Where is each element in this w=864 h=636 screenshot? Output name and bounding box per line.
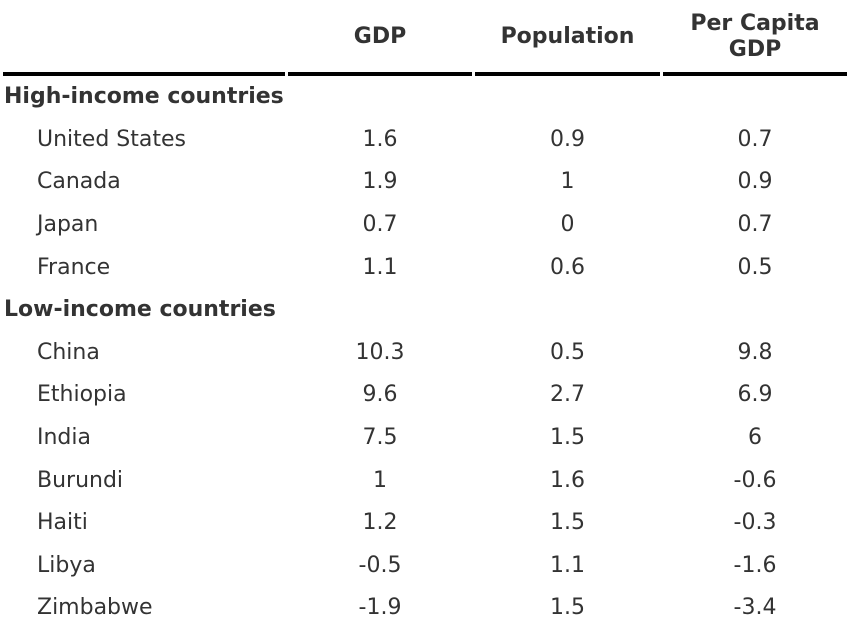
section-row: Low-income countries [3, 289, 847, 332]
value-cell: 0 [560, 211, 575, 237]
value-cell: 0.9 [550, 126, 585, 152]
value-cell: 0.5 [550, 339, 585, 365]
country-cell: United States [37, 126, 186, 152]
value-cell: 9.6 [362, 382, 398, 408]
table-body: High-income countries United States 1.6 0.9… [3, 76, 847, 630]
table-row: United States 1.6 0.9 0.7 [3, 119, 847, 162]
value-cell: 1.9 [362, 169, 398, 195]
value-cell: -0.5 [358, 552, 402, 578]
header-cell-population: Population [475, 2, 660, 76]
value-cell: 1.5 [550, 510, 585, 536]
value-cell: 1 [373, 467, 387, 493]
value-cell: 1.6 [362, 126, 398, 152]
value-cell: -0.6 [733, 467, 777, 493]
value-cell: 1.5 [550, 424, 585, 450]
country-cell: China [37, 339, 100, 365]
value-cell: 1.1 [362, 254, 398, 280]
table-row: Canada 1.9 1 0.9 [3, 161, 847, 204]
country-cell: Burundi [37, 467, 124, 493]
value-cell: 1.5 [550, 595, 585, 621]
value-cell: 1 [560, 169, 575, 195]
section-row: High-income countries [3, 76, 847, 119]
value-cell: 0.7 [737, 211, 773, 237]
value-cell: 1.2 [362, 510, 398, 536]
table-row: India 7.5 1.5 6 [3, 417, 847, 460]
country-cell: Haiti [37, 510, 88, 536]
value-cell: 0.7 [362, 211, 398, 237]
value-cell: -1.9 [358, 595, 402, 621]
value-cell: 7.5 [362, 424, 398, 450]
value-cell: 2.7 [550, 382, 585, 408]
value-cell: 9.8 [737, 339, 773, 365]
value-cell: 6.9 [737, 382, 773, 408]
country-cell: Japan [37, 211, 99, 237]
value-cell: 1.6 [550, 467, 585, 493]
header-row: GDP Population Per Capita GDP [3, 2, 847, 76]
value-cell: -3.4 [733, 595, 777, 621]
value-cell: -0.3 [733, 510, 777, 536]
value-cell: 0.6 [550, 254, 585, 280]
table-row: Burundi 1 1.6 -0.6 [3, 459, 847, 502]
table-row: France 1.1 0.6 0.5 [3, 246, 847, 289]
table-row: Haiti 1.2 1.5 -0.3 [3, 502, 847, 545]
table-row: Japan 0.7 0 0.7 [3, 204, 847, 247]
country-cell: Ethiopia [37, 382, 127, 408]
country-cell: India [37, 424, 91, 450]
country-cell: France [37, 254, 111, 280]
section-label: Low-income countries [4, 297, 276, 323]
value-cell: 0.9 [737, 169, 773, 195]
header-cell-gdp: GDP [288, 2, 472, 76]
header-cell-empty [3, 2, 285, 76]
header-cell-per-capita-gdp: Per Capita GDP [663, 2, 847, 76]
header-label-per-capita-gdp: Per Capita GDP [690, 11, 820, 62]
value-cell: 10.3 [355, 339, 405, 365]
value-cell: 0.5 [737, 254, 773, 280]
table-row: China 10.3 0.5 9.8 [3, 332, 847, 375]
value-cell: 0.7 [737, 126, 773, 152]
table-row: Zimbabwe -1.9 1.5 -3.4 [3, 587, 847, 630]
table-row: Libya -0.5 1.1 -1.6 [3, 545, 847, 588]
country-cell: Zimbabwe [37, 595, 153, 621]
section-label: High-income countries [4, 84, 284, 110]
growth-rates-table: GDP Population Per Capita GDP High-incom… [0, 2, 850, 630]
country-cell: Libya [37, 552, 96, 578]
table-row: Ethiopia 9.6 2.7 6.9 [3, 374, 847, 417]
country-cell: Canada [37, 169, 121, 195]
value-cell: 1.1 [550, 552, 585, 578]
value-cell: 6 [748, 424, 762, 450]
value-cell: -1.6 [733, 552, 777, 578]
